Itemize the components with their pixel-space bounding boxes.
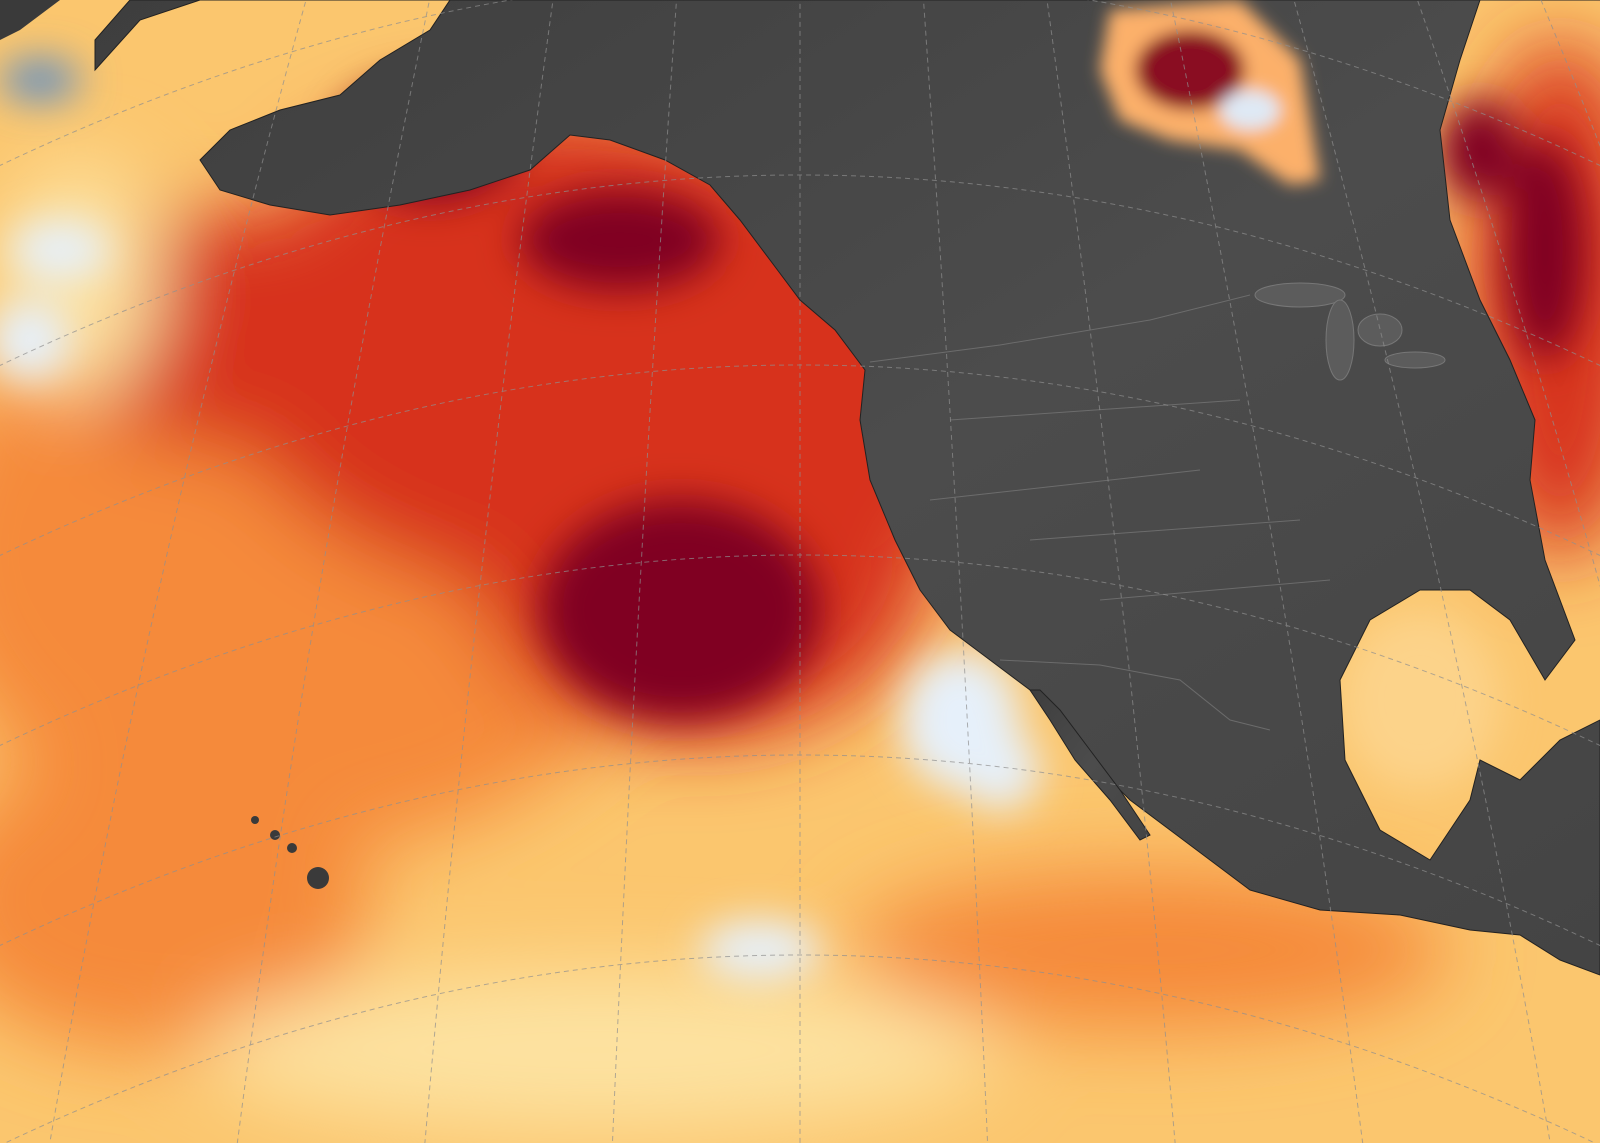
political-borders	[869, 294, 1331, 731]
graticule-meridian	[922, 0, 989, 1143]
graticule-meridian	[424, 0, 554, 1143]
graticule-meridian	[49, 0, 307, 1143]
great-lakes	[1254, 282, 1446, 381]
cool-anomaly-patch	[0, 60, 80, 100]
cool-anomaly-patch	[10, 220, 110, 280]
graticule-meridian	[1046, 0, 1176, 1143]
anomaly-core-blob	[1505, 140, 1585, 360]
anomaly-core-blob	[1440, 100, 1520, 200]
cool-anomaly-patch	[960, 730, 1040, 810]
cool-anomaly-patch	[700, 920, 820, 980]
land-layer	[0, 0, 1600, 976]
anomaly-core-blob	[520, 190, 720, 290]
anomaly-orange-region	[0, 750, 370, 1050]
baja-california	[1029, 689, 1151, 841]
russia-corner	[0, 0, 60, 40]
ocean-anomaly-layer	[0, 40, 1600, 1130]
graticule-meridian	[611, 0, 678, 1143]
cool-anomaly-patch	[0, 300, 70, 380]
anomaly-orange-region	[850, 870, 1450, 1030]
graticule-parallel	[0, 0, 1600, 167]
hudson-bay	[1100, 0, 1320, 185]
anomaly-core-blob	[540, 500, 820, 720]
graticule-parallel	[4, 954, 1596, 1143]
graticule-meridian	[1416, 0, 1600, 588]
north-america-landmass	[94, 0, 1600, 976]
graticule-meridian	[1293, 0, 1551, 1143]
anomaly-light-region	[200, 970, 1000, 1130]
hawaii-islands	[251, 816, 329, 889]
gulf-anomaly-region	[1340, 610, 1500, 790]
